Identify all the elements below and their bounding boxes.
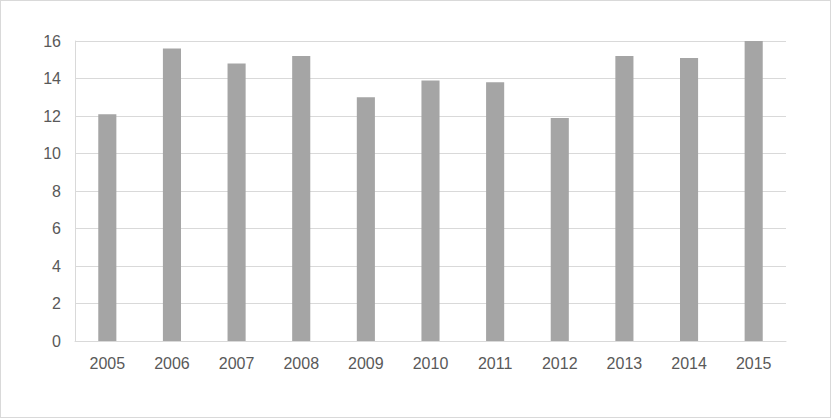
svg-text:2014: 2014 [671, 355, 707, 372]
svg-text:2006: 2006 [154, 355, 190, 372]
svg-text:14: 14 [43, 70, 61, 87]
svg-text:12: 12 [43, 108, 61, 125]
svg-text:10: 10 [43, 145, 61, 162]
svg-text:16: 16 [43, 33, 61, 50]
svg-text:2005: 2005 [90, 355, 126, 372]
svg-text:2009: 2009 [348, 355, 384, 372]
svg-text:6: 6 [52, 220, 61, 237]
svg-text:2013: 2013 [607, 355, 643, 372]
svg-text:2007: 2007 [219, 355, 255, 372]
svg-text:2010: 2010 [413, 355, 449, 372]
svg-text:2: 2 [52, 295, 61, 312]
svg-text:2012: 2012 [542, 355, 578, 372]
svg-text:4: 4 [52, 258, 61, 275]
svg-text:8: 8 [52, 183, 61, 200]
svg-text:2015: 2015 [736, 355, 772, 372]
svg-text:2008: 2008 [283, 355, 319, 372]
svg-text:2011: 2011 [478, 355, 513, 372]
svg-text:0: 0 [52, 333, 61, 350]
